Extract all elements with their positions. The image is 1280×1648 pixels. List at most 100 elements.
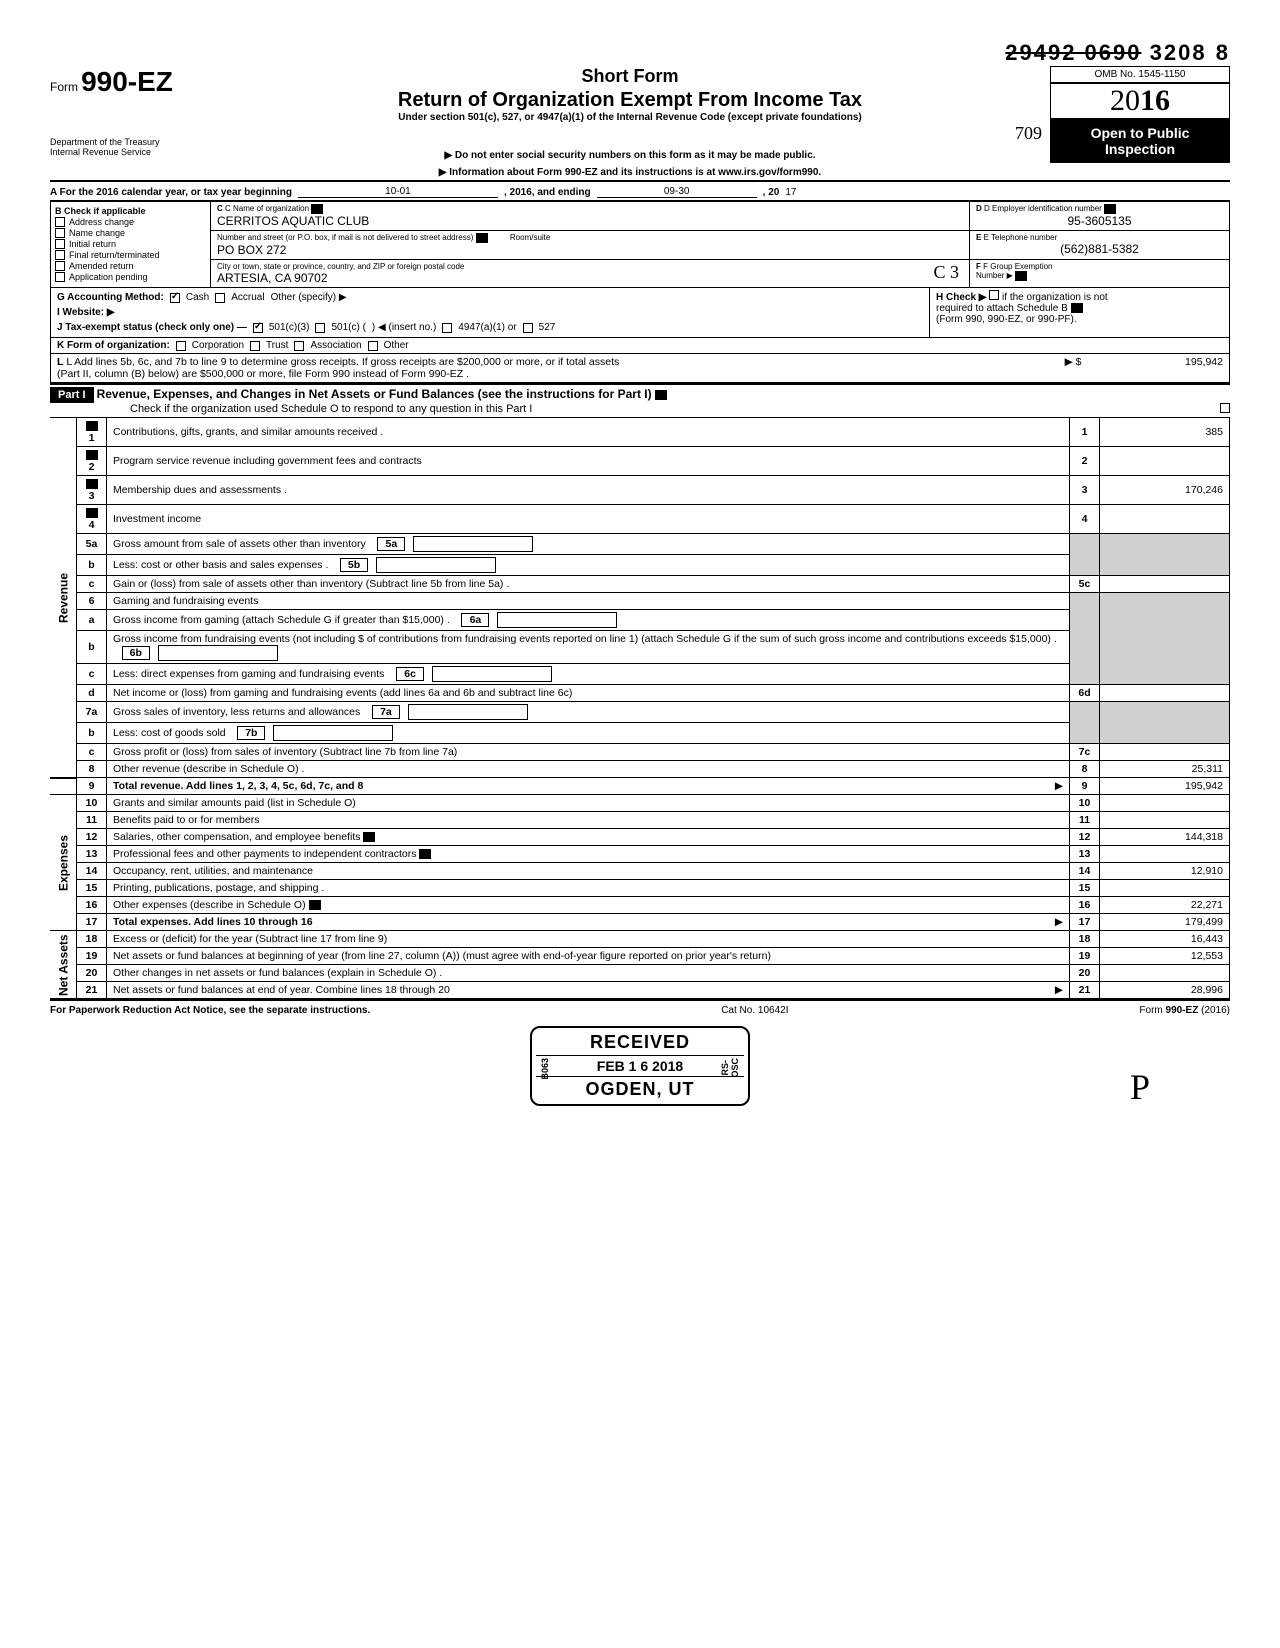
row-3-amt: 170,246	[1100, 476, 1230, 505]
row-12-desc: Salaries, other compensation, and employ…	[107, 829, 1070, 846]
main-title: Return of Organization Exempt From Incom…	[218, 89, 1042, 112]
chk-assoc[interactable]	[294, 341, 304, 351]
top-stamp-row: 29492 0690 3208 8	[50, 40, 1230, 66]
pointer-info: ▶ Information about Form 990-EZ and its …	[218, 167, 1042, 178]
chk-pending[interactable]	[55, 272, 65, 282]
row-6d-desc: Net income or (loss) from gaming and fun…	[107, 685, 1070, 702]
label-group-exemption: F Group Exemption	[983, 262, 1052, 271]
chk-accrual[interactable]	[215, 293, 225, 303]
row-16-amt: 22,271	[1100, 897, 1230, 914]
row-6c-desc: Less: direct expenses from gaming and fu…	[107, 664, 1070, 685]
help-icon[interactable]	[1104, 204, 1116, 214]
row-4-desc: Investment income	[107, 505, 1070, 534]
row-2-desc: Program service revenue including govern…	[107, 447, 1070, 476]
chk-cash[interactable]	[170, 293, 180, 303]
chk-trust[interactable]	[250, 341, 260, 351]
tax-year-yy: 17	[785, 187, 796, 198]
short-form-label: Short Form	[218, 66, 1042, 87]
part-1-tag: Part I	[50, 387, 94, 403]
side-revenue: Revenue	[50, 418, 77, 778]
row-5b-desc: Less: cost or other basis and sales expe…	[107, 555, 1070, 576]
help-icon[interactable]	[86, 479, 98, 489]
chk-sched-o[interactable]	[1220, 403, 1230, 413]
part-1-title: Revenue, Expenses, and Changes in Net As…	[97, 387, 652, 401]
col-b-header: B Check if applicable	[55, 206, 206, 216]
row-7c-desc: Gross profit or (loss) from sales of inv…	[107, 744, 1070, 761]
row-21-desc: Net assets or fund balances at end of ye…	[107, 982, 1070, 999]
help-icon[interactable]	[1071, 303, 1083, 313]
chk-501c3[interactable]	[253, 323, 263, 333]
help-icon[interactable]	[86, 421, 98, 431]
row-8-desc: Other revenue (describe in Schedule O) .	[107, 761, 1070, 778]
col-b-checkboxes: B Check if applicable Address change Nam…	[51, 202, 211, 287]
row-18-amt: 16,443	[1100, 931, 1230, 948]
row-9-amt: 195,942	[1100, 778, 1230, 795]
received-date: FEB 1 6 2018	[597, 1058, 683, 1074]
stamp-rest: 3208	[1150, 40, 1207, 65]
chk-527[interactable]	[523, 323, 533, 333]
chk-4947[interactable]	[442, 323, 452, 333]
help-icon[interactable]	[363, 832, 375, 842]
row-20-desc: Other changes in net assets or fund bala…	[107, 965, 1070, 982]
row-1-amt: 385	[1100, 418, 1230, 447]
row-17-amt: 179,499	[1100, 914, 1230, 931]
label-ein: D Employer identification number	[984, 204, 1102, 213]
dept-irs: Internal Revenue Service	[50, 148, 210, 158]
received-code-left: B063	[540, 1058, 550, 1080]
row-12-amt: 144,318	[1100, 829, 1230, 846]
help-icon[interactable]	[1015, 271, 1027, 281]
chk-initial-return[interactable]	[55, 239, 65, 249]
line-g: G Accounting Method: Cash Accrual Other …	[57, 290, 923, 305]
help-icon[interactable]	[476, 233, 488, 243]
open-public-badge: Open to PublicInspection	[1050, 119, 1230, 163]
chk-501c[interactable]	[315, 323, 325, 333]
chk-final-return[interactable]	[55, 250, 65, 260]
help-icon[interactable]	[86, 508, 98, 518]
label-phone: E Telephone number	[984, 233, 1058, 242]
row-14-amt: 12,910	[1100, 863, 1230, 880]
row-1-desc: Contributions, gifts, grants, and simila…	[107, 418, 1070, 447]
form-number: 990-EZ	[81, 66, 173, 97]
part-1-header: Part I Revenue, Expenses, and Changes in…	[50, 383, 1230, 417]
row-21-amt: 28,996	[1100, 982, 1230, 999]
row-15-desc: Printing, publications, postage, and shi…	[107, 880, 1070, 897]
row-16-desc: Other expenses (describe in Schedule O)	[107, 897, 1070, 914]
received-label: RECEIVED	[536, 1032, 744, 1053]
footer-right: Form 990-EZ (2016)	[1139, 1005, 1230, 1016]
tax-year-begin: 10-01	[298, 186, 498, 198]
line-i: I Website: ▶	[57, 305, 923, 320]
form-header: Form 990-EZ Department of the Treasury I…	[50, 66, 1230, 178]
row-11-desc: Benefits paid to or for members	[107, 812, 1070, 829]
row-19-amt: 12,553	[1100, 948, 1230, 965]
handwritten-c3: C 3	[933, 262, 959, 283]
gross-receipts: 195,942	[1093, 356, 1223, 380]
org-name: CERRITOS AQUATIC CLUB	[217, 214, 963, 228]
org-address: PO BOX 272	[217, 243, 963, 257]
meta-grid: B Check if applicable Address change Nam…	[50, 201, 1230, 288]
phone: (562)881-5382	[976, 242, 1223, 256]
help-icon[interactable]	[419, 849, 431, 859]
lines-table: Revenue 1 Contributions, gifts, grants, …	[50, 417, 1230, 999]
help-icon[interactable]	[655, 390, 667, 400]
help-icon[interactable]	[86, 450, 98, 460]
label-address: Number and street (or P.O. box, if mail …	[217, 233, 963, 243]
chk-address-change[interactable]	[55, 217, 65, 227]
row-7b-desc: Less: cost of goods sold 7b	[107, 723, 1070, 744]
chk-amended[interactable]	[55, 261, 65, 271]
line-l: L L Add lines 5b, 6c, and 7b to line 9 t…	[50, 354, 1230, 383]
footer: For Paperwork Reduction Act Notice, see …	[50, 999, 1230, 1016]
chk-other-org[interactable]	[368, 341, 378, 351]
line-h: H Check ▶ if the organization is not req…	[936, 290, 1223, 325]
chk-no-sched-b[interactable]	[989, 290, 999, 300]
row-10-desc: Grants and similar amounts paid (list in…	[107, 795, 1070, 812]
omb-number: OMB No. 1545-1150	[1050, 66, 1230, 83]
row-7a-desc: Gross sales of inventory, less returns a…	[107, 702, 1070, 723]
row-13-desc: Professional fees and other payments to …	[107, 846, 1070, 863]
chk-name-change[interactable]	[55, 228, 65, 238]
line-j: J Tax-exempt status (check only one) — 5…	[57, 320, 923, 335]
help-icon[interactable]	[311, 204, 323, 214]
line-a: A For the 2016 calendar year, or tax yea…	[50, 184, 1230, 201]
help-icon[interactable]	[309, 900, 321, 910]
row-18-desc: Excess or (deficit) for the year (Subtra…	[107, 931, 1070, 948]
chk-corp[interactable]	[176, 341, 186, 351]
